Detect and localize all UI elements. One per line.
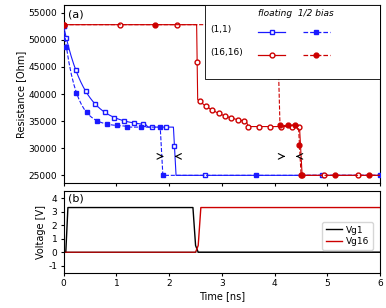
Y-axis label: Resistance [Ohm]: Resistance [Ohm] [16,51,26,138]
Text: (1,1): (1,1) [210,25,232,34]
Vg1 [196,250,201,254]
Vg16 [198,206,203,209]
Text: (b): (b) [68,194,84,204]
Y-axis label: Voltage [V]: Voltage [V] [36,205,46,259]
X-axis label: Time [ns]: Time [ns] [199,291,245,301]
Vg1 [191,206,195,209]
Vg1 [193,244,198,247]
Vg1 [61,250,66,254]
FancyBboxPatch shape [205,5,380,79]
Text: floating  1/2 bias: floating 1/2 bias [258,9,334,18]
Legend: Vg1, Vg16: Vg1, Vg16 [322,222,372,250]
Vg16 [196,244,201,247]
Line: Vg16: Vg16 [64,208,380,252]
Vg16 [61,250,66,254]
Text: (a): (a) [68,10,84,20]
Vg16 [193,250,198,254]
Vg1 [63,250,68,254]
Vg16 [378,206,383,209]
Vg1 [378,250,383,254]
Text: (16,16): (16,16) [210,47,243,57]
Vg1 [66,206,70,209]
Line: Vg1: Vg1 [64,208,380,252]
